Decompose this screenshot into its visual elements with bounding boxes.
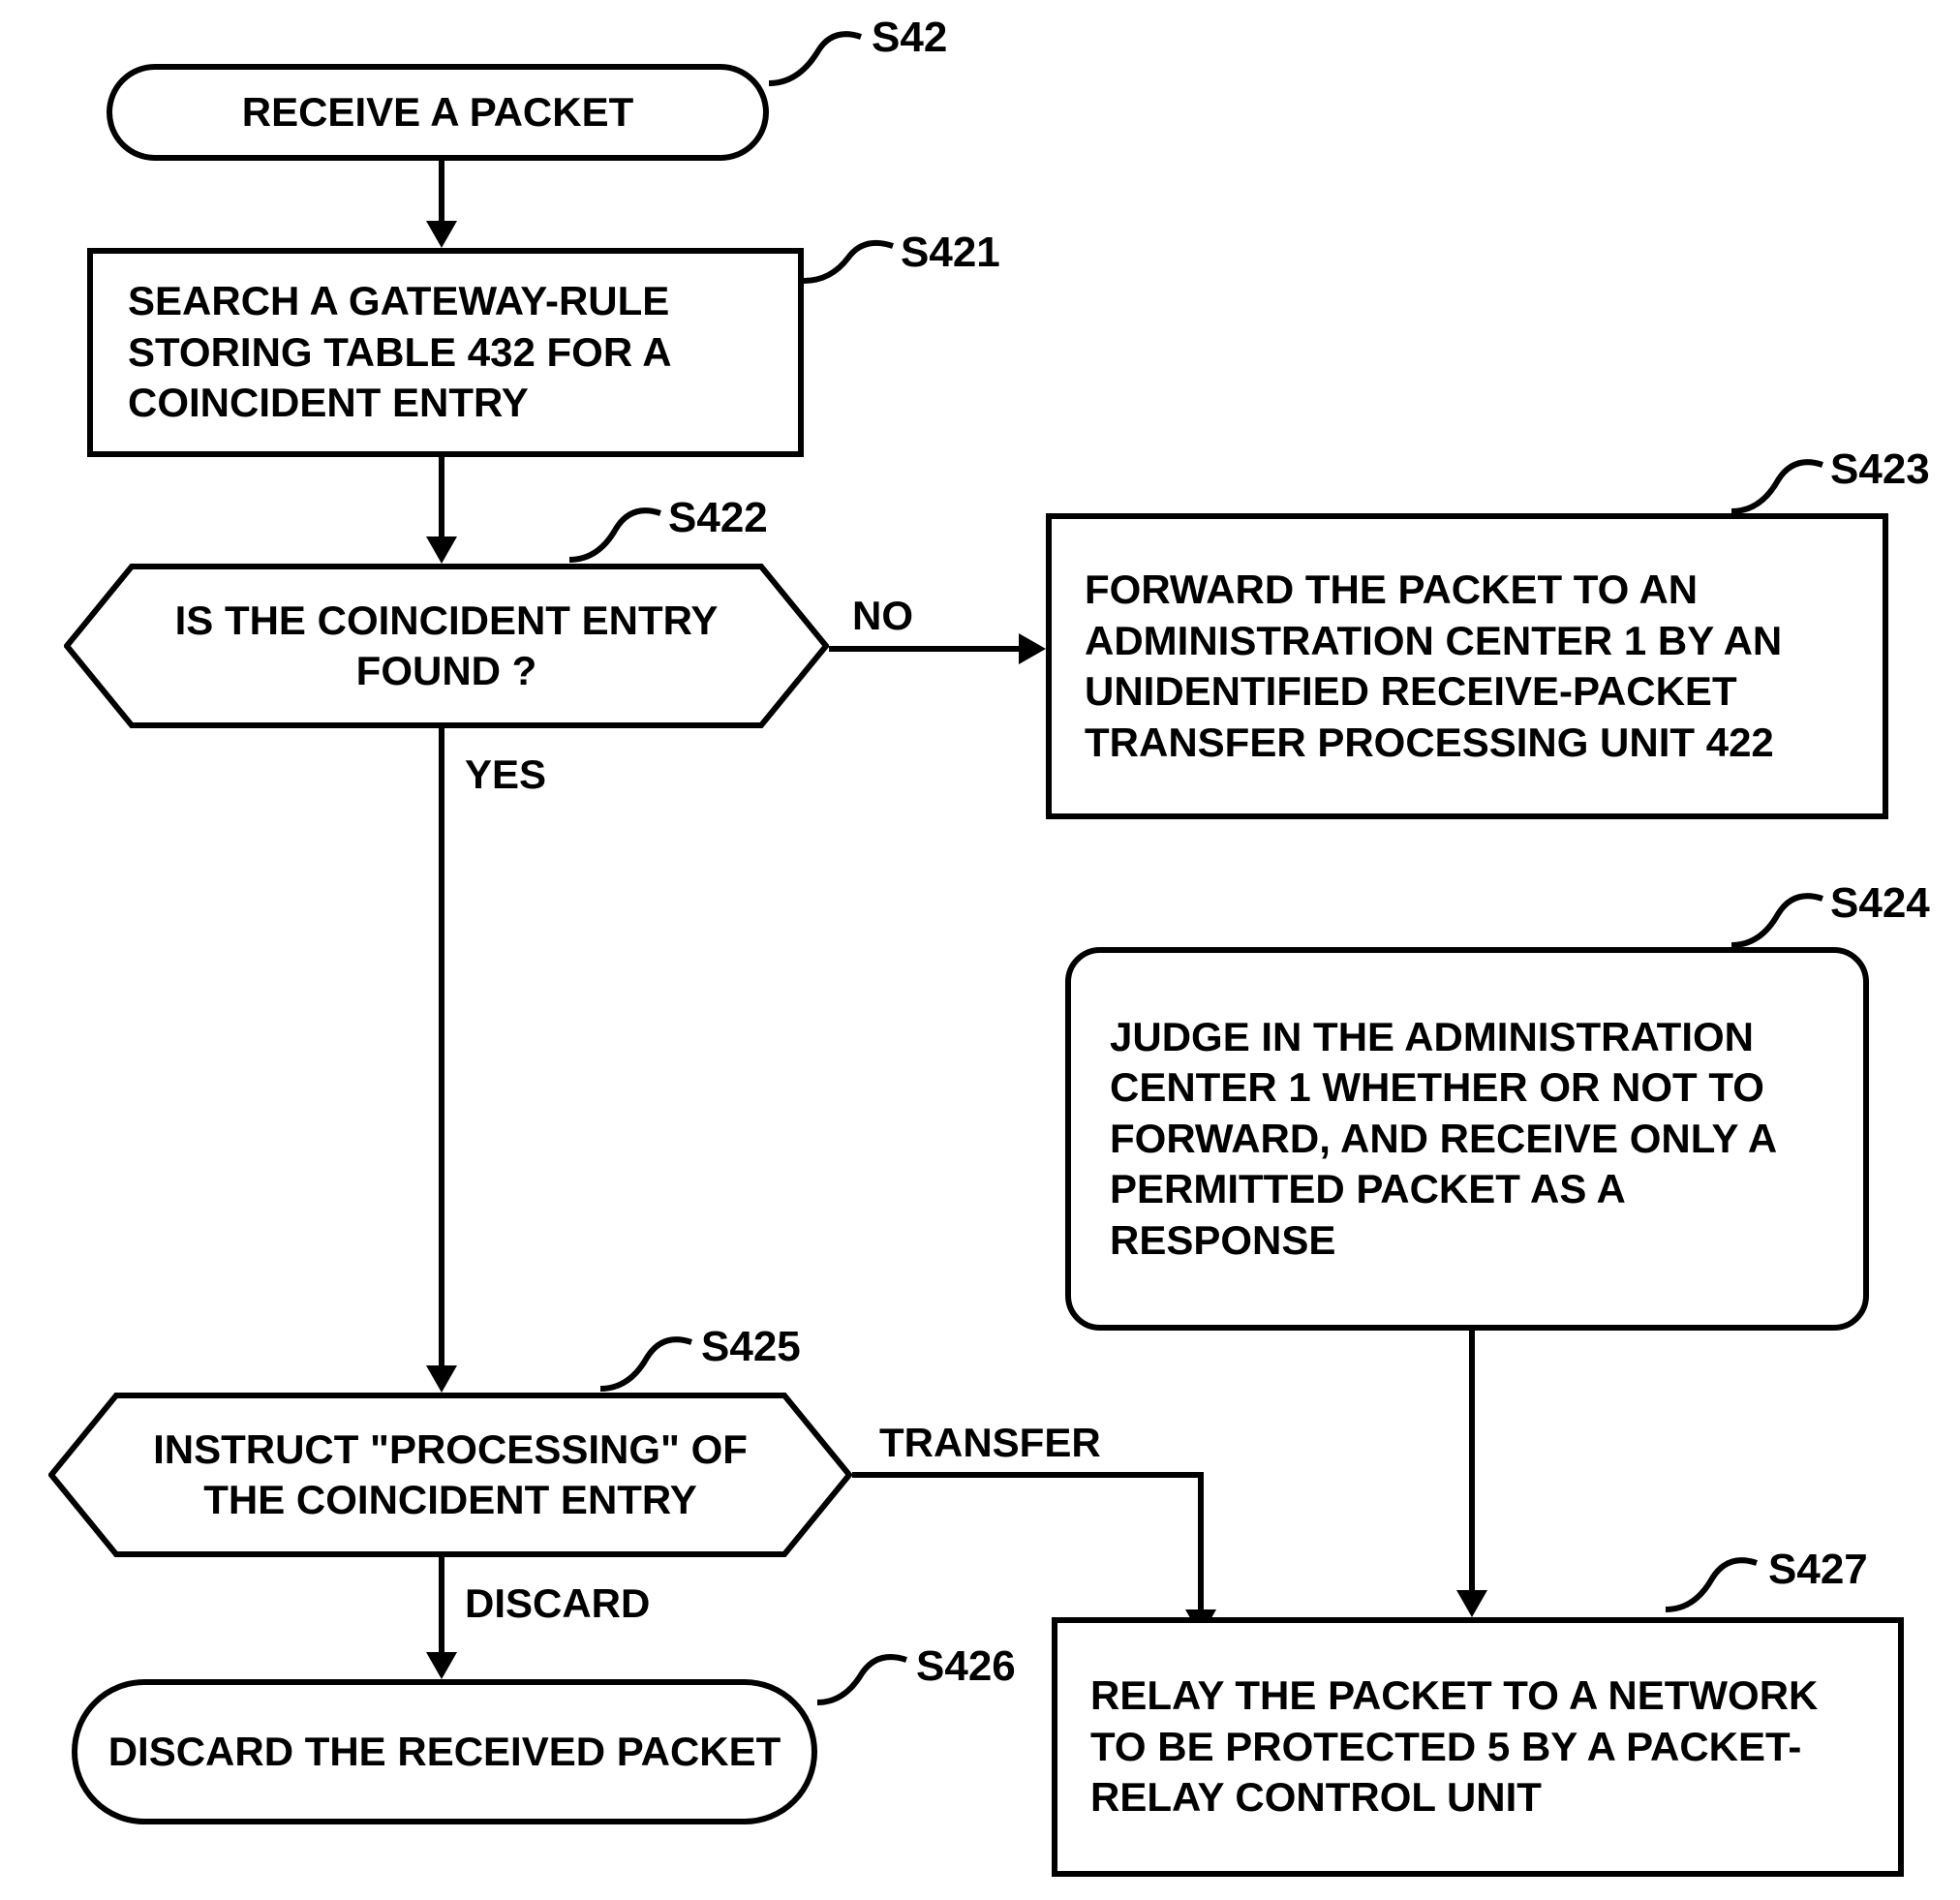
arrow-s422-s425 — [422, 728, 461, 1393]
arrow-s425-s426 — [422, 1557, 461, 1679]
label-s427: S427 — [1768, 1546, 1868, 1594]
arrow-s421-s422 — [422, 457, 461, 564]
label-s426: S426 — [916, 1642, 1016, 1691]
label-s425: S425 — [701, 1323, 801, 1371]
node-s421: SEARCH A GATEWAY-RULE STORING TABLE 432 … — [87, 248, 804, 457]
node-s424: JUDGE IN THE ADMINISTRATION CENTER 1 WHE… — [1065, 947, 1869, 1331]
edge-label-s425-discard: DISCARD — [465, 1580, 650, 1627]
arrow-s422-s423 — [829, 629, 1046, 668]
node-s421-text: SEARCH A GATEWAY-RULE STORING TABLE 432 … — [128, 276, 763, 429]
arrow-s424-s427 — [1453, 1331, 1491, 1617]
node-s42: RECEIVE A PACKET — [107, 64, 769, 161]
edge-label-s422-yes: YES — [465, 751, 546, 798]
node-s425-text: INSTRUCT "PROCESSING" OF THE COINCIDENT … — [136, 1425, 765, 1526]
node-s424-text: JUDGE IN THE ADMINISTRATION CENTER 1 WHE… — [1110, 1012, 1824, 1267]
node-s422-text: IS THE COINCIDENT ENTRY FOUND ? — [151, 596, 742, 697]
node-s423: FORWARD THE PACKET TO AN ADMINISTRATION … — [1046, 513, 1888, 819]
node-s42-text: RECEIVE A PACKET — [242, 87, 634, 138]
node-s426: DISCARD THE RECEIVED PACKET — [72, 1679, 817, 1824]
arrow-s42-s421 — [422, 161, 461, 248]
node-s426-text: DISCARD THE RECEIVED PACKET — [108, 1727, 781, 1778]
label-s42: S42 — [872, 14, 947, 62]
node-s425: INSTRUCT "PROCESSING" OF THE COINCIDENT … — [48, 1393, 852, 1557]
label-s422: S422 — [668, 494, 768, 542]
label-s421: S421 — [901, 229, 1000, 277]
label-s423: S423 — [1830, 445, 1930, 494]
node-s427-text: RELAY THE PACKET TO A NETWORK TO BE PROT… — [1090, 1670, 1865, 1823]
node-s423-text: FORWARD THE PACKET TO AN ADMINISTRATION … — [1085, 565, 1850, 768]
label-s424: S424 — [1830, 879, 1930, 928]
node-s427: RELAY THE PACKET TO A NETWORK TO BE PROT… — [1052, 1617, 1904, 1877]
arrow-s425-s427 — [852, 1458, 1240, 1637]
node-s422: IS THE COINCIDENT ENTRY FOUND ? — [64, 564, 829, 728]
